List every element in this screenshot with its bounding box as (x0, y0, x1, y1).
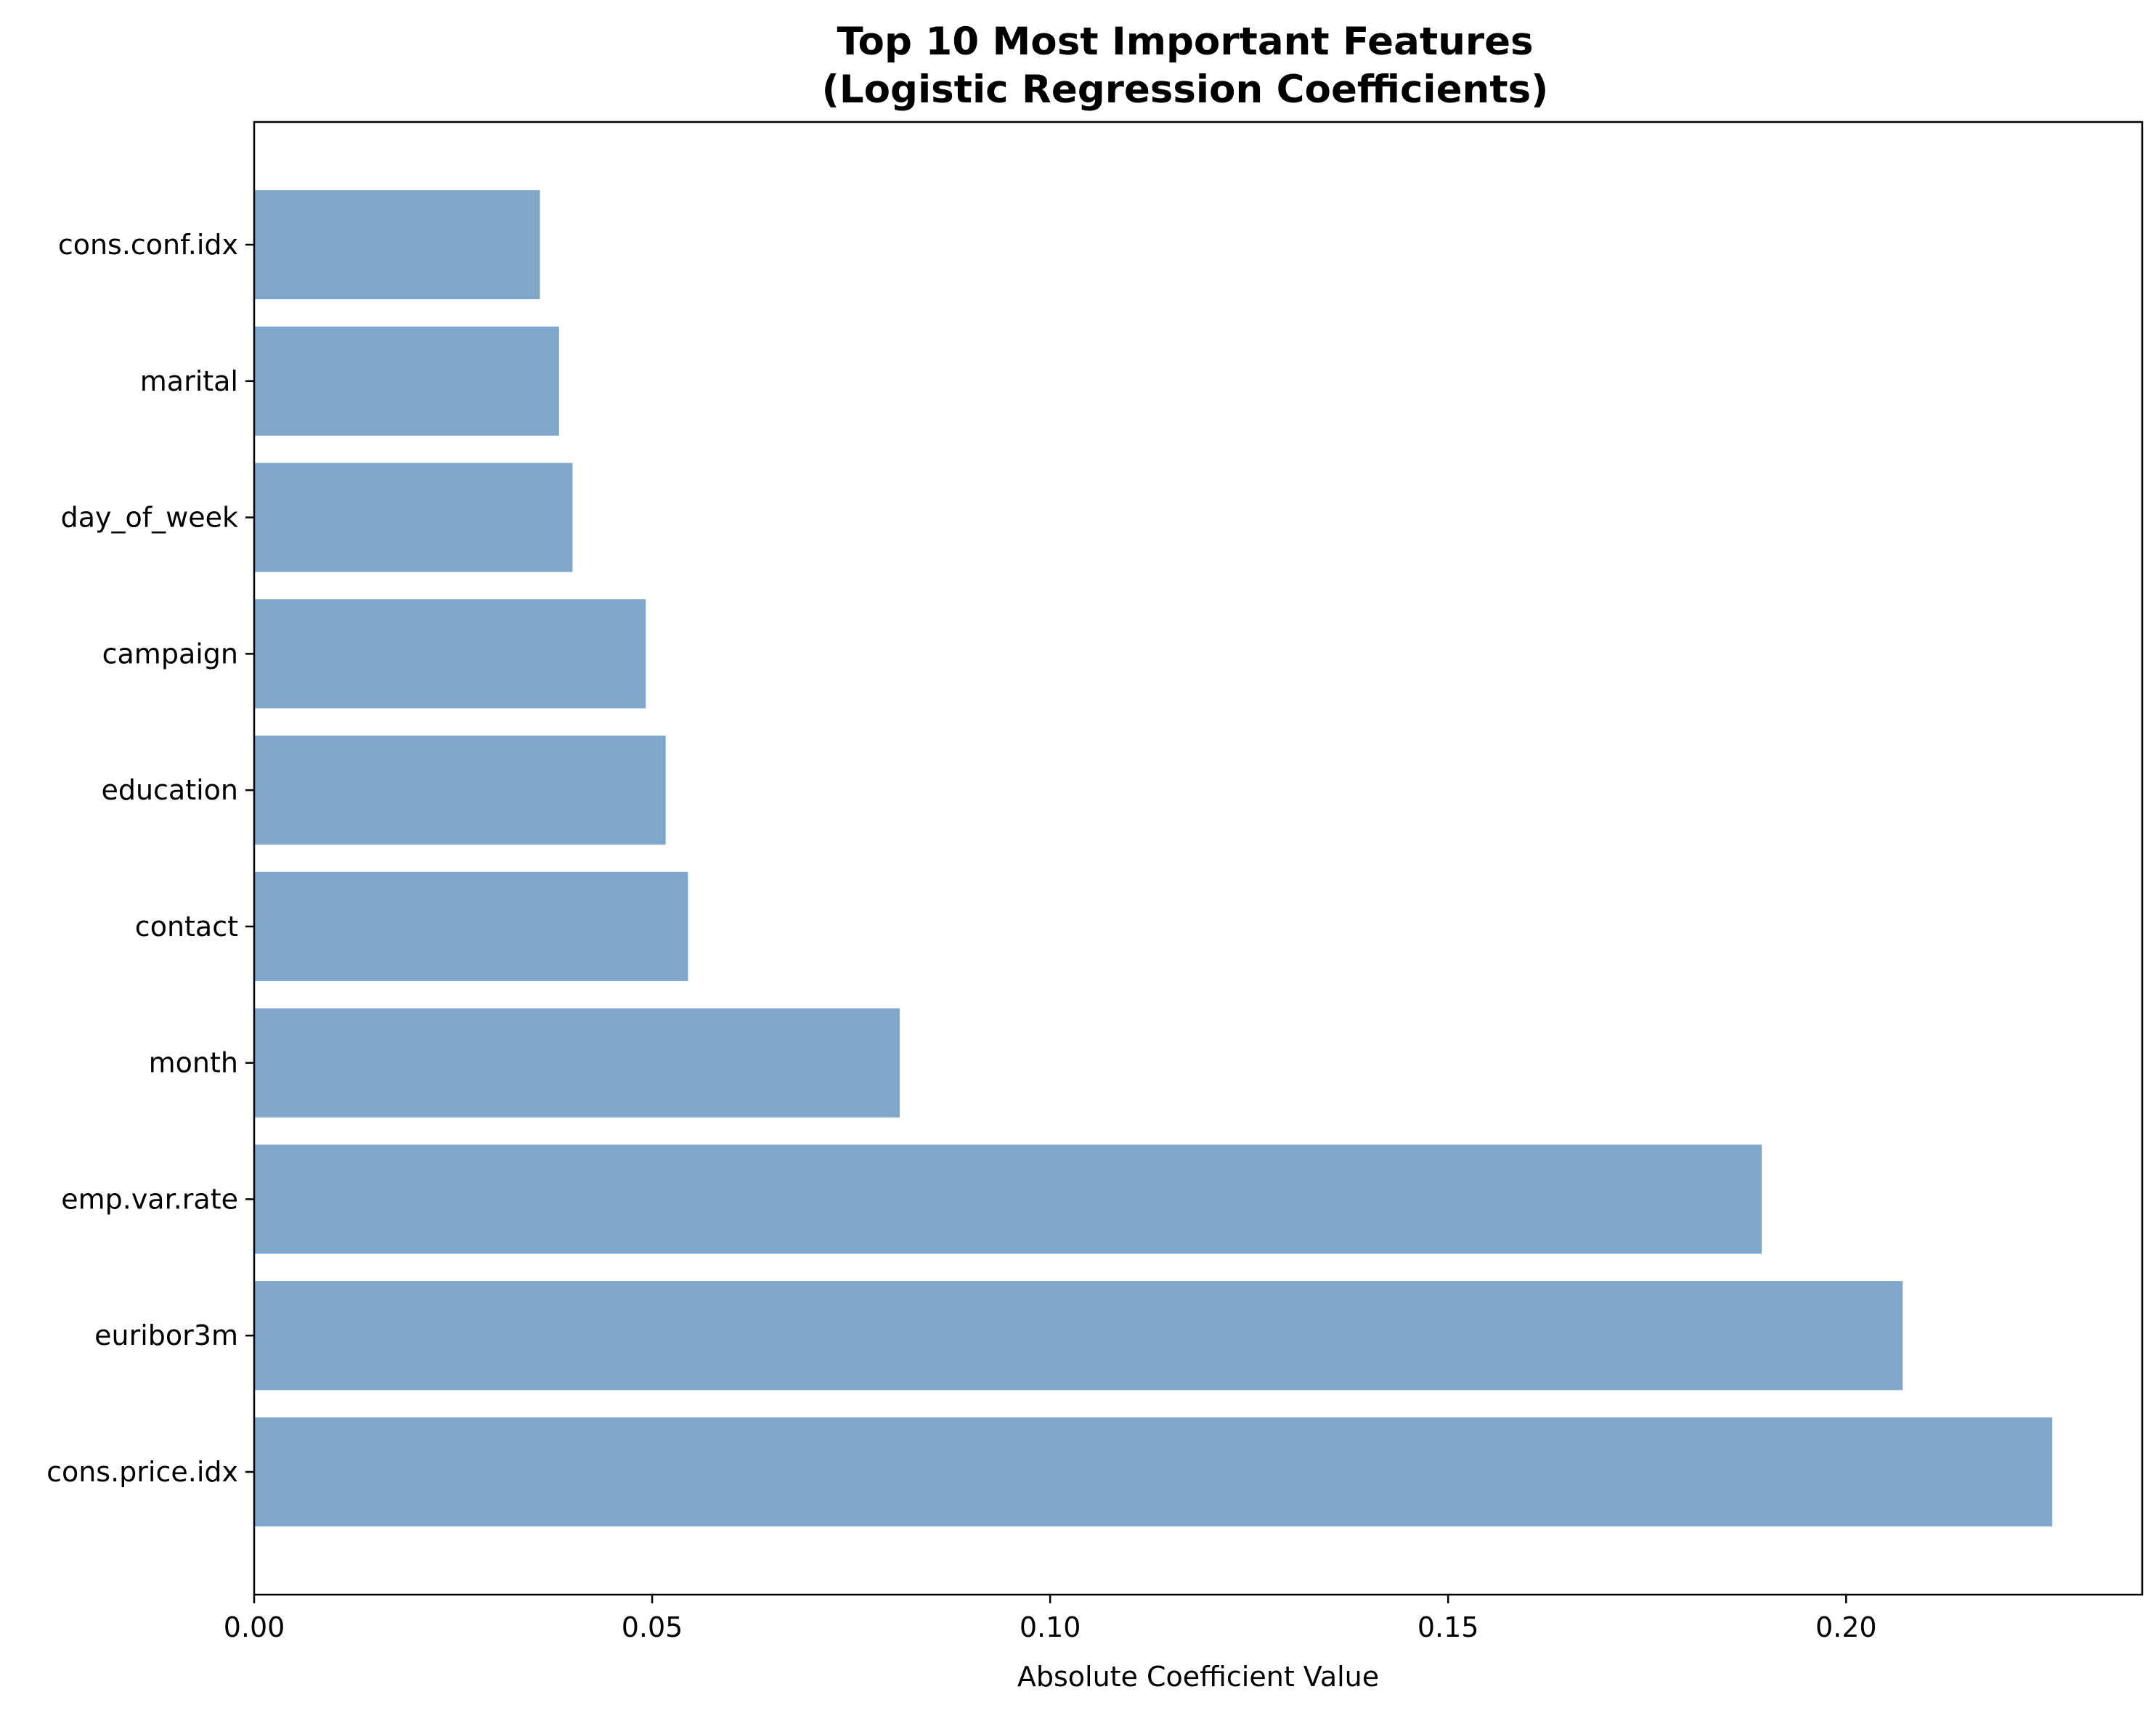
bar-contact (254, 871, 688, 981)
x-axis-ticks: 0.00 0.05 0.10 0.15 0.20 (224, 1595, 1877, 1643)
bar-marital (254, 326, 559, 436)
bar-month (254, 1008, 900, 1118)
y-tick-label-campaign: campaign (102, 638, 238, 670)
bar-cons-price-idx (254, 1417, 2053, 1527)
y-tick-label-cons-price-idx: cons.price.idx (46, 1456, 238, 1488)
x-tick-label: 0.15 (1417, 1611, 1479, 1643)
y-tick-label-cons-conf-idx: cons.conf.idx (58, 229, 238, 261)
bar-campaign (254, 599, 646, 709)
x-tick-label: 0.05 (622, 1611, 683, 1643)
bar-education (254, 736, 666, 845)
chart-subtitle: (Logistic Regression Coefficients) (822, 68, 1549, 112)
y-tick-label-contact: contact (135, 911, 238, 943)
bar-euribor3m (254, 1281, 1903, 1391)
y-tick-label-emp-var-rate: emp.var.rate (61, 1183, 238, 1215)
x-axis-label: Absolute Coefficient Value (1017, 1661, 1379, 1693)
y-tick-label-education: education (101, 774, 238, 806)
bar-day-of-week (254, 463, 573, 572)
bar-emp-var-rate (254, 1144, 1762, 1254)
y-tick-label-day-of-week: day_of_week (61, 502, 238, 534)
bars-group (254, 190, 2053, 1527)
y-axis-ticks: cons.price.idx euribor3m emp.var.rate month… (46, 229, 254, 1488)
y-tick-label-month: month (149, 1047, 238, 1079)
x-tick-label: 0.20 (1815, 1611, 1877, 1643)
x-tick-label: 0.00 (224, 1611, 285, 1643)
y-tick-label-euribor3m: euribor3m (94, 1319, 238, 1351)
bar-cons-conf-idx (254, 190, 540, 300)
x-tick-label: 0.10 (1020, 1611, 1081, 1643)
chart-title: Top 10 Most Important Features (837, 20, 1533, 64)
plot-frame (253, 121, 2144, 1596)
y-tick-label-marital: marital (140, 365, 238, 397)
